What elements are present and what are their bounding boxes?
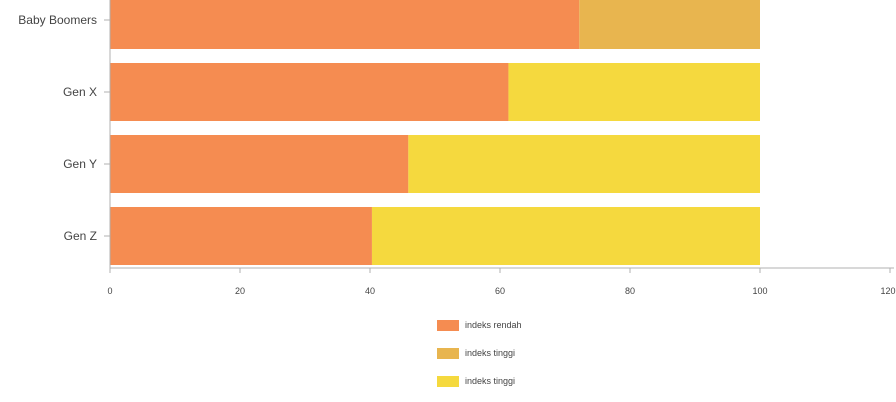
legend-item[interactable]: indeks rendah [437, 318, 522, 332]
x-tick-label: 100 [752, 286, 767, 296]
category-labels: Baby Boomers Gen X Gen Y Gen Z [18, 13, 110, 243]
x-tick-label: 40 [365, 286, 375, 296]
bar-baby-boomers-series-0 [110, 0, 580, 49]
bar-gen-z-series-2 [371, 207, 760, 265]
legend-swatch [437, 319, 459, 331]
x-tick-label: 0 [107, 286, 112, 296]
legend-label: indeks rendah [465, 320, 522, 330]
bars-group [110, 0, 760, 265]
x-axis: 0 20 40 60 80 100 120 [107, 267, 896, 296]
category-label: Gen Z [64, 229, 97, 243]
x-tick-label: 120 [880, 286, 895, 296]
bar-gen-x-series-2 [508, 63, 760, 121]
legend-label: indeks tinggi [465, 348, 516, 358]
bar-gen-y-series-0 [110, 135, 409, 193]
stacked-bar-chart: Baby Boomers Gen X Gen Y Gen Z 0 20 40 60 80 100… [18, 0, 896, 296]
category-label: Baby Boomers [18, 13, 97, 27]
x-tick-label: 60 [495, 286, 505, 296]
legend-swatch [437, 347, 459, 359]
x-tick-label: 20 [235, 286, 245, 296]
legend-swatch [437, 375, 459, 387]
bar-gen-x-series-0 [110, 63, 509, 121]
category-label: Gen Y [63, 157, 97, 171]
legend-item[interactable]: indeks tinggi [437, 374, 522, 388]
legend-label: indeks tinggi [465, 376, 516, 386]
legend: indeks rendah indeks tinggi indeks tinggi [437, 318, 522, 402]
bar-gen-z-series-0 [110, 207, 372, 265]
category-label: Gen X [63, 85, 97, 99]
bar-baby-boomers-series-1 [579, 0, 760, 49]
legend-item[interactable]: indeks tinggi [437, 346, 522, 360]
bar-gen-y-series-2 [408, 135, 760, 193]
x-tick-label: 80 [625, 286, 635, 296]
